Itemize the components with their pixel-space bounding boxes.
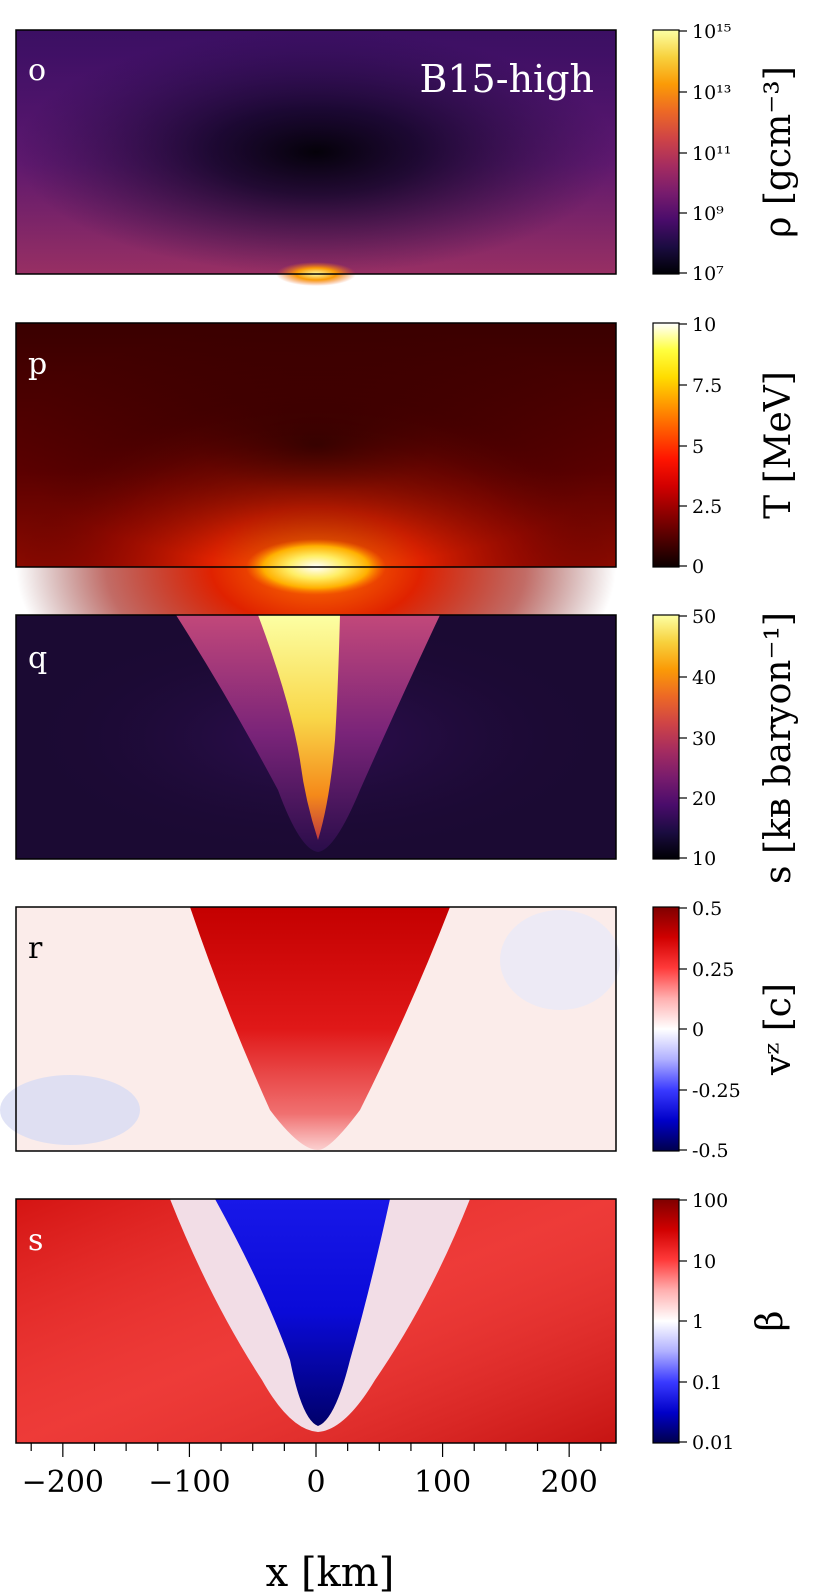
colorbar-entropy-tick-label: 50 [692,606,716,628]
x-tick-label: −200 [22,1465,104,1500]
colorbar-temperature-tick-label: 2.5 [692,496,722,518]
colorbar-density-tick-label: 10⁹ [692,203,724,225]
colorbar-beta-title: β [750,1311,791,1332]
colorbar-beta-tick-label: 1 [692,1311,704,1333]
colorbar-beta-ticks [679,1199,687,1443]
colorbar-beta-tick-label: 0.1 [692,1372,722,1394]
colorbar-density [653,30,679,274]
colorbar-temperature-tick-label: 0 [692,556,704,578]
x-tick-label: 0 [306,1465,325,1500]
velocity-blue-patch [0,1075,140,1145]
colorbar-velocity-tick-label: 0 [692,1019,704,1041]
panel-letter-o: o [28,53,46,88]
x-tick-label: −100 [148,1465,230,1500]
colorbar-temperature-tick-label: 10 [692,314,716,336]
colorbar-entropy-ticks [679,615,687,859]
x-tick-label: 200 [541,1465,598,1500]
x-axis-label: x [km] [266,1550,395,1596]
velocity-outflow [190,907,450,1150]
colorbar-density-tick-label: 10¹³ [692,82,731,104]
panel-letter-s: s [28,1223,43,1258]
colorbar-entropy-tick-label: 10 [692,848,716,870]
colorbar-beta-tick-label: 100 [692,1190,728,1212]
colorbar-velocity-tick-label: -0.5 [692,1140,729,1162]
colorbar-beta-tick-label: 0.01 [692,1432,734,1454]
panel-velocity: r 0.5 0.25 0 -0.25 -0.5 vᶻ [c] [0,898,799,1162]
colorbar-entropy-title: s [kʙ baryon⁻¹] [758,612,799,884]
colorbar-density-tick-label: 10¹⁵ [692,21,731,43]
colorbar-entropy-tick-label: 40 [692,667,716,689]
panel-letter-r: r [28,931,43,966]
panel-letter-q: q [28,641,47,676]
colorbar-density-ticks [679,30,687,274]
density-jet-cavity [16,30,616,274]
colorbar-velocity-title: vᶻ [c] [758,983,799,1076]
panel-letter-p: p [28,347,47,382]
colorbar-entropy-tick-label: 30 [692,728,716,750]
panel-entropy: q 50 40 30 20 10 s [kʙ baryon⁻¹] [15,606,799,884]
panel-plasma-beta: s 100 10 1 0.1 0.01 β [15,1190,791,1454]
colorbar-density-tick-label: 10⁷ [692,263,724,285]
colorbar-temperature-ticks [679,323,687,567]
colorbar-temperature-title: T [MeV] [758,371,799,519]
colorbar-entropy-tick-label: 20 [692,788,716,810]
colorbar-beta-tick-label: 10 [692,1251,716,1273]
colorbar-velocity-tick-label: 0.25 [692,959,734,981]
colorbar-density-title: ρ [gcm⁻³] [758,66,799,237]
panel-density: o B15-high 10¹⁵ 10¹³ 10¹¹ 10⁹ 10⁷ ρ [gcm… [15,21,799,286]
temperature-jet-cavity [16,323,616,567]
colorbar-beta [653,1199,679,1443]
colorbar-velocity-tick-label: -0.25 [692,1080,741,1102]
x-axis: −200 −100 0 100 200 [22,1443,602,1500]
velocity-blue-patch [500,910,620,1010]
colorbar-temperature [653,323,679,567]
colorbar-entropy [653,615,679,859]
colorbar-velocity-tick-label: 0.5 [692,898,722,920]
colorbar-density-tick-label: 10¹¹ [692,143,731,165]
beta-low-region [215,1199,390,1426]
colorbar-velocity-ticks [679,907,687,1151]
colorbar-temperature-tick-label: 7.5 [692,375,722,397]
colorbar-temperature-tick-label: 5 [692,436,704,458]
colorbar-velocity [653,907,679,1151]
model-label: B15-high [419,57,594,101]
x-tick-label: 100 [414,1465,471,1500]
entropy-inner-jet [258,615,340,840]
